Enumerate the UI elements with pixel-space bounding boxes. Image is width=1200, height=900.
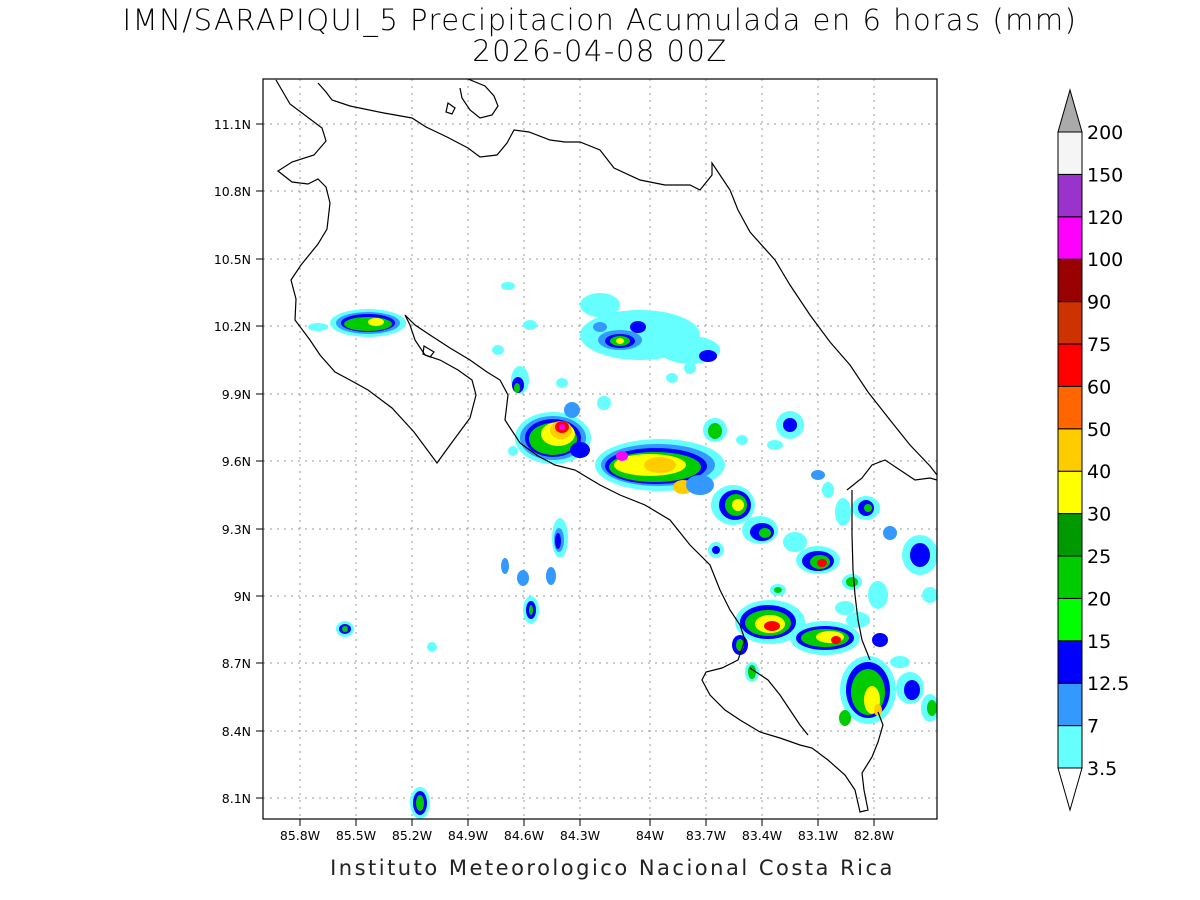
colorbar-label: 7 (1087, 716, 1099, 738)
colorbar-swatch (1057, 216, 1083, 260)
lon-tick-label: 84.9W (448, 828, 488, 843)
colorbar-swatch (1057, 131, 1083, 175)
colorbar-under-arrow (1057, 767, 1083, 812)
lon-tick-label: 84.6W (504, 828, 544, 843)
axis-ticks (256, 123, 875, 826)
lon-tick-label: 84.3W (560, 828, 600, 843)
colorbar-swatch (1057, 470, 1083, 515)
colorbar-swatch (1057, 301, 1083, 345)
lon-tick-label: 85.2W (392, 828, 432, 843)
colorbar-label: 50 (1087, 419, 1111, 441)
lon-tick-label: 85.5W (336, 828, 376, 843)
lat-tick-label: 9.9N (222, 387, 251, 402)
colorbar-label: 30 (1087, 504, 1111, 526)
longitude-labels: 85.8W 85.5W 85.2W 84.9W 84.6W 84.3W 84W … (280, 828, 894, 843)
colorbar-label: 15 (1087, 631, 1111, 653)
colorbar-label: 3.5 (1087, 758, 1117, 780)
colorbar-over-arrow (1057, 88, 1083, 133)
lat-tick-label: 10.8N (214, 184, 251, 199)
map-frame (262, 78, 938, 820)
lat-tick-label: 10.5N (214, 252, 251, 267)
colorbar-swatch (1057, 258, 1083, 303)
latitude-labels: 11.1N 10.8N 10.5N 10.2N 9.9N 9.6N 9.3N 9… (214, 117, 251, 806)
lon-tick-label: 85.8W (280, 828, 320, 843)
colorbar: 3.5 7 12.5 15 20 25 30 40 50 60 75 90 100 120 150 200 (1057, 88, 1129, 812)
lon-tick-label: 84W (636, 828, 664, 843)
lat-tick-label: 11.1N (214, 117, 251, 132)
lon-tick-label: 83.7W (686, 828, 726, 843)
lon-tick-label: 83.4W (742, 828, 782, 843)
map-gridlines (263, 79, 937, 819)
colorbar-label: 100 (1087, 249, 1123, 271)
colorbar-swatch (1057, 343, 1083, 387)
colorbar-swatch (1057, 725, 1083, 769)
colorbar-swatch (1057, 428, 1083, 472)
colorbar-label: 60 (1087, 376, 1111, 398)
map-title: IMN/SARAPIQUI_5 Precipitacion Acumulada … (122, 3, 1078, 37)
lon-tick-label: 83.1W (798, 828, 838, 843)
colorbar-swatch (1057, 173, 1083, 218)
lat-tick-label: 8.4N (222, 724, 251, 739)
colorbar-label: 200 (1087, 122, 1123, 144)
colorbar-swatch (1057, 555, 1083, 599)
coastline (275, 79, 937, 813)
lat-tick-label: 9.3N (222, 522, 251, 537)
colorbar-swatch (1057, 513, 1083, 557)
credit-text: Instituto Meteorologico Nacional Costa R… (330, 856, 895, 880)
colorbar-label: 25 (1087, 546, 1111, 568)
lat-tick-label: 8.1N (222, 791, 251, 806)
colorbar-label: 40 (1087, 461, 1111, 483)
colorbar-label: 20 (1087, 588, 1111, 610)
precipitation-field (308, 282, 937, 819)
colorbar-swatch (1057, 640, 1083, 684)
lon-tick-label: 82.8W (854, 828, 894, 843)
lat-tick-label: 9.6N (222, 454, 251, 469)
colorbar-swatch (1057, 597, 1083, 642)
colorbar-label: 12.5 (1087, 673, 1129, 695)
colorbar-label: 150 (1087, 164, 1123, 186)
colorbar-label: 90 (1087, 292, 1111, 314)
colorbar-label: 120 (1087, 207, 1123, 229)
colorbar-swatch (1057, 682, 1083, 727)
lat-tick-label: 8.7N (222, 656, 251, 671)
colorbar-swatch (1057, 385, 1083, 430)
lat-tick-label: 10.2N (214, 319, 251, 334)
colorbar-label: 75 (1087, 334, 1111, 356)
lat-tick-label: 9N (234, 589, 251, 604)
map-valid-time: 2026-04-08 00Z (472, 34, 728, 68)
